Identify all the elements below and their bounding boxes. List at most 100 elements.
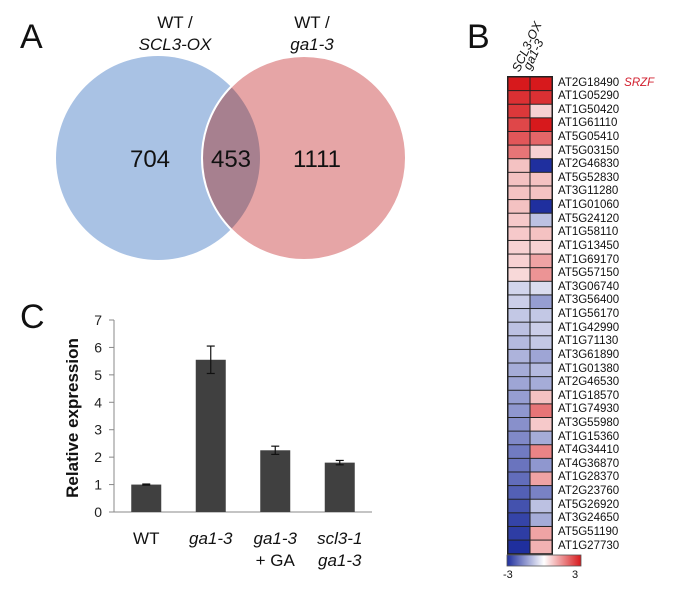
heatmap-cell	[530, 281, 552, 295]
heatmap-cell	[508, 472, 530, 486]
y-tick-label: 2	[94, 449, 102, 465]
heatmap-cell	[508, 418, 530, 431]
venn-left-title-line1: WT /	[157, 13, 193, 32]
heatmap-row-label: AT1G28370	[558, 471, 619, 485]
heatmap-cell	[508, 213, 530, 227]
heatmap-cell	[530, 322, 552, 336]
heatmap-cell	[530, 159, 552, 172]
gene-id: AT3G56400	[558, 294, 620, 307]
gene-id: AT1G50420	[558, 103, 620, 116]
heatmap-cell	[508, 540, 530, 554]
heatmap-cell	[530, 254, 552, 268]
heatmap-cell	[530, 268, 552, 281]
heatmap-cell	[508, 349, 530, 363]
heatmap-cell	[530, 172, 552, 186]
heatmap-row-label: AT4G36870	[558, 458, 619, 472]
heatmap-row-label: AT5G52830	[558, 172, 619, 186]
heatmap-cell	[508, 131, 530, 145]
gene-id: AT1G27730	[558, 539, 620, 552]
heatmap-row-label: AT3G61890	[558, 349, 619, 363]
gene-id: AT5G51190	[558, 525, 619, 538]
heatmap-row-label: AT5G26920	[558, 499, 619, 513]
gene-id: AT5G03150	[558, 144, 620, 157]
gene-id: AT2G46830	[558, 158, 620, 171]
heatmap-cell	[508, 240, 530, 254]
heatmap-row-label: AT2G46530	[558, 376, 619, 390]
heatmap-cell	[508, 390, 530, 404]
heatmap-cell	[508, 77, 530, 91]
y-tick-label: 3	[94, 422, 102, 438]
gene-id: AT1G74930	[558, 403, 620, 416]
heatmap-cell	[530, 472, 552, 486]
gene-id: AT4G36870	[558, 457, 620, 470]
gene-id: AT1G15360	[558, 430, 620, 443]
heatmap-row-label: AT5G24120	[558, 213, 619, 227]
gene-id: AT5G52830	[558, 171, 620, 184]
bar	[131, 484, 162, 512]
heatmap-cell	[508, 445, 530, 458]
gene-id: AT1G69170	[558, 253, 620, 266]
venn-right-title: WT / ga1-3	[262, 12, 362, 56]
gene-id: AT1G05290	[558, 90, 620, 103]
heatmap-row-label: AT1G58110	[558, 226, 618, 240]
panel-label-a: A	[20, 18, 43, 56]
y-tick-label: 1	[94, 477, 102, 493]
heatmap-cell	[508, 281, 530, 295]
venn-left-title-line2: SCL3-OX	[138, 35, 212, 54]
gene-id: AT2G23760	[558, 485, 620, 498]
heatmap-row-label: AT2G23760	[558, 485, 619, 499]
gene-annotation: SRZF	[624, 76, 655, 89]
heatmap-row-label: AT3G55980	[558, 417, 619, 431]
heatmap-row-label: AT1G01060	[558, 199, 619, 213]
heatmap-cell	[530, 458, 552, 472]
heatmap-row-label: AT2G18490 SRZF	[558, 77, 654, 91]
heatmap-cell	[530, 513, 552, 526]
heatmap-row-label: AT1G05290	[558, 90, 619, 104]
heatmap-cell	[508, 295, 530, 309]
heatmap-cell	[508, 145, 530, 159]
panel-label-c: C	[20, 298, 45, 336]
heatmap-cell	[530, 363, 552, 377]
heatmap-row-label: AT1G42990	[558, 322, 619, 336]
heatmap-cell	[508, 363, 530, 377]
heatmap-row-label: AT5G03150	[558, 145, 619, 159]
colorbar	[506, 554, 582, 567]
bar	[195, 359, 226, 512]
heatmap-cell	[530, 336, 552, 349]
x-tick-label: ga1-3	[254, 529, 298, 548]
heatmap-cell	[530, 91, 552, 104]
heatmap-cell	[530, 131, 552, 145]
heatmap-row-label: AT3G11280	[558, 185, 618, 199]
heatmap-cell	[530, 431, 552, 445]
y-tick-label: 5	[94, 367, 102, 383]
heatmap-cell	[508, 458, 530, 472]
heatmap-row-label: AT5G51190	[558, 526, 618, 540]
heatmap-row-label: AT5G57150	[558, 267, 619, 281]
heatmap-row-label: AT1G01380	[558, 363, 619, 377]
heatmap-cell	[530, 404, 552, 417]
y-tick-label: 4	[94, 394, 102, 410]
venn-circle-right	[202, 56, 406, 260]
heatmap-cell	[530, 200, 552, 213]
venn-right-outline	[201, 55, 407, 261]
heatmap-row-label: AT1G15360	[558, 431, 619, 445]
heatmap-row-label: AT4G34410	[558, 444, 619, 458]
x-tick-label: WT	[133, 529, 159, 548]
y-axis-label: Relative expression	[63, 338, 82, 498]
gene-id: AT5G05410	[558, 130, 620, 143]
heatmap-row-label: AT1G69170	[558, 254, 619, 268]
gene-id: AT1G18570	[558, 389, 620, 402]
heatmap-cell	[530, 118, 552, 131]
x-tick-label-line2: + GA	[256, 551, 296, 570]
heatmap-cell	[508, 186, 530, 200]
x-tick-label: scl3-1	[317, 529, 362, 548]
x-tick-label-line2: ga1-3	[318, 551, 362, 570]
gene-id: AT1G56170	[558, 308, 620, 321]
bar	[324, 462, 355, 512]
heatmap-cell	[508, 336, 530, 349]
colorbar-max-label: 3	[572, 569, 579, 581]
gene-id: AT1G58110	[558, 226, 619, 239]
heatmap-cell	[508, 309, 530, 322]
